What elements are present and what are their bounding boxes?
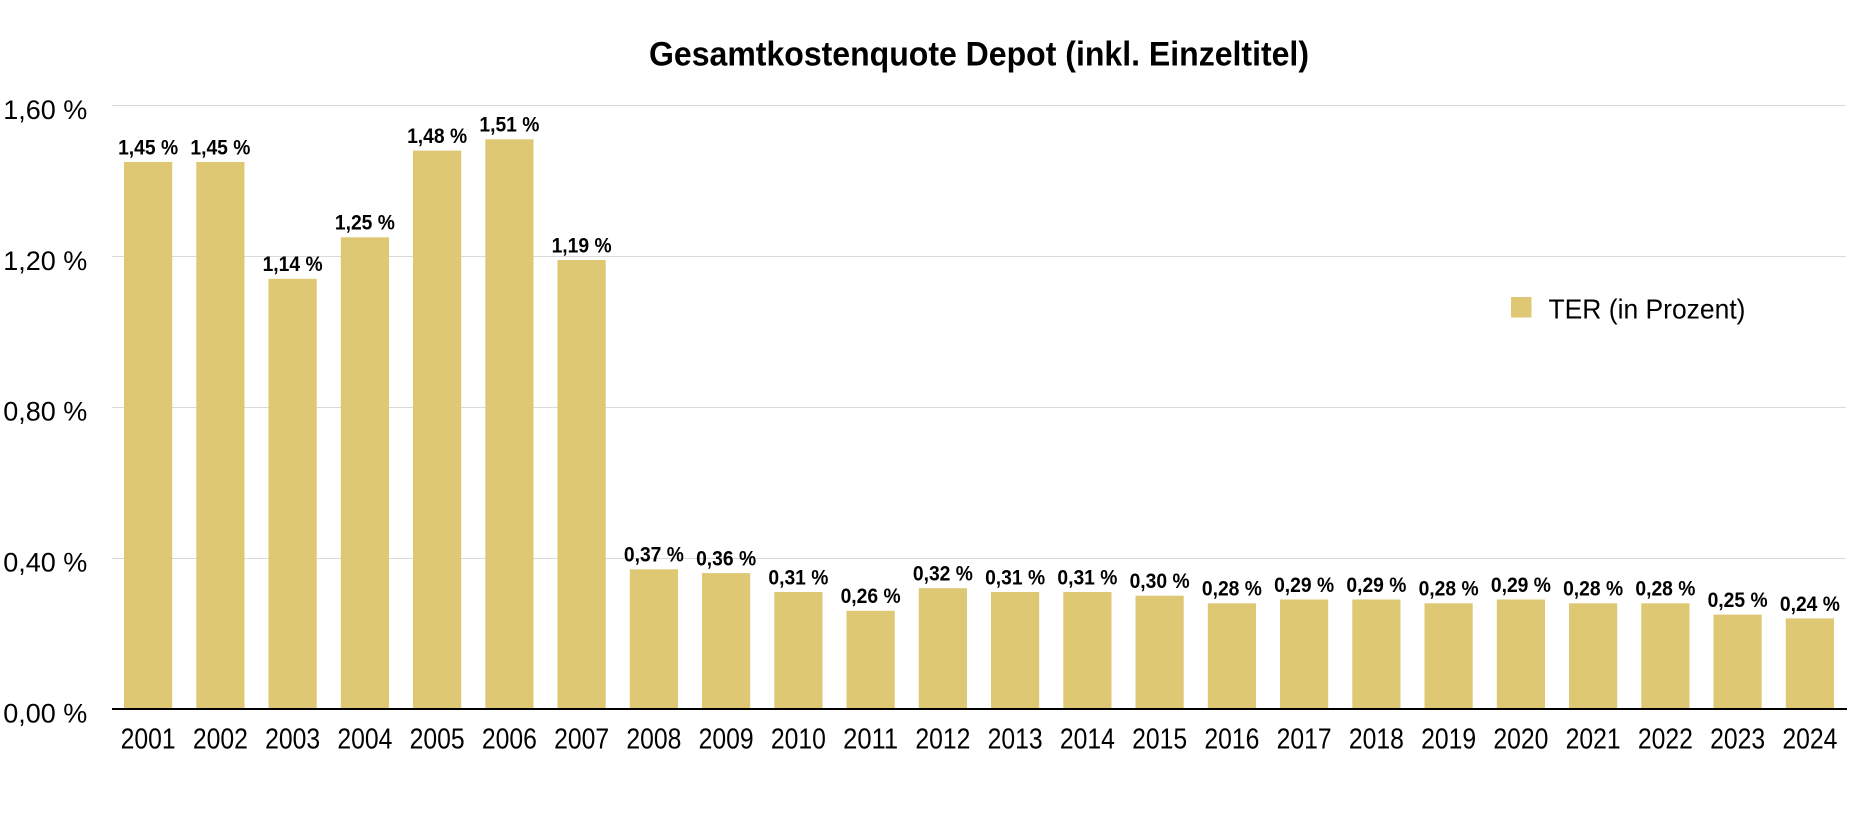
svg-text:0,28 %: 0,28 % — [1635, 577, 1695, 601]
svg-text:0,80 %: 0,80 % — [3, 397, 87, 427]
svg-text:1,45 %: 1,45 % — [190, 135, 250, 159]
svg-text:0,37 %: 0,37 % — [624, 543, 684, 567]
svg-text:0,28 %: 0,28 % — [1563, 577, 1623, 601]
svg-text:2017: 2017 — [1277, 724, 1332, 756]
svg-text:0,31 %: 0,31 % — [985, 565, 1045, 589]
svg-text:0,36 %: 0,36 % — [696, 547, 756, 571]
svg-text:0,24 %: 0,24 % — [1780, 592, 1840, 616]
svg-text:0,29 %: 0,29 % — [1491, 573, 1551, 597]
svg-text:2019: 2019 — [1421, 724, 1476, 756]
svg-text:2016: 2016 — [1204, 724, 1259, 756]
svg-text:2018: 2018 — [1349, 724, 1404, 756]
svg-text:0,26 %: 0,26 % — [841, 584, 901, 608]
svg-text:2023: 2023 — [1710, 724, 1765, 756]
svg-text:1,48 %: 1,48 % — [407, 124, 467, 148]
svg-text:2010: 2010 — [771, 724, 826, 756]
svg-text:1,19 %: 1,19 % — [552, 233, 612, 257]
svg-text:2007: 2007 — [554, 724, 609, 756]
svg-text:1,51 %: 1,51 % — [479, 113, 539, 137]
svg-text:2012: 2012 — [915, 724, 970, 756]
svg-text:0,31 %: 0,31 % — [1057, 565, 1117, 589]
svg-text:0,00 %: 0,00 % — [3, 699, 87, 729]
svg-text:2005: 2005 — [410, 724, 465, 756]
svg-text:2003: 2003 — [265, 724, 320, 756]
svg-text:2022: 2022 — [1638, 724, 1693, 756]
svg-text:0,30 %: 0,30 % — [1130, 569, 1190, 593]
svg-text:1,25 %: 1,25 % — [335, 211, 395, 235]
svg-text:0,28 %: 0,28 % — [1419, 577, 1479, 601]
svg-text:0,29 %: 0,29 % — [1274, 573, 1334, 597]
svg-text:2014: 2014 — [1060, 724, 1115, 756]
svg-text:0,25 %: 0,25 % — [1708, 588, 1768, 612]
svg-text:2008: 2008 — [626, 724, 681, 756]
svg-text:1,14 %: 1,14 % — [263, 252, 323, 276]
svg-text:2002: 2002 — [193, 724, 248, 756]
svg-text:1,20 %: 1,20 % — [3, 246, 87, 276]
svg-text:2001: 2001 — [121, 724, 176, 756]
svg-text:2024: 2024 — [1782, 724, 1837, 756]
svg-text:1,45 %: 1,45 % — [118, 135, 178, 159]
svg-text:0,29 %: 0,29 % — [1346, 573, 1406, 597]
svg-text:2021: 2021 — [1566, 724, 1621, 756]
svg-text:0,32 %: 0,32 % — [913, 562, 973, 586]
svg-text:Gesamtkostenquote Depot (inkl.: Gesamtkostenquote Depot (inkl. Einzeltit… — [649, 36, 1309, 74]
svg-text:2015: 2015 — [1132, 724, 1187, 756]
svg-text:2011: 2011 — [843, 724, 898, 756]
svg-text:1,60 %: 1,60 % — [3, 95, 87, 125]
svg-text:2004: 2004 — [337, 724, 392, 756]
svg-text:0,40 %: 0,40 % — [3, 548, 87, 578]
svg-text:2009: 2009 — [699, 724, 754, 756]
svg-text:2020: 2020 — [1493, 724, 1548, 756]
svg-text:0,28 %: 0,28 % — [1202, 577, 1262, 601]
svg-text:2006: 2006 — [482, 724, 537, 756]
svg-text:2013: 2013 — [988, 724, 1043, 756]
svg-text:0,31 %: 0,31 % — [768, 565, 828, 589]
svg-text:TER (in Prozent): TER (in Prozent) — [1549, 293, 1746, 324]
